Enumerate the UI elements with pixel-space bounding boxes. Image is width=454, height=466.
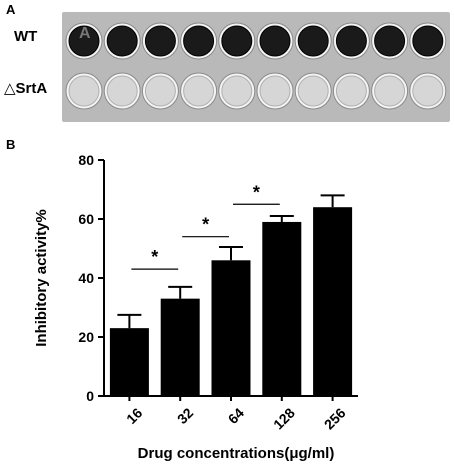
y-tick-label: 20 <box>78 329 94 345</box>
well-wt-10 <box>412 25 444 57</box>
well-srta-1 <box>68 75 100 107</box>
bar-128 <box>262 221 302 396</box>
well-wt-3 <box>144 25 176 57</box>
bar-chart: 0 20 40 60 80 16 32 64 128 256 * * * Inhibitory activ… <box>0 140 454 466</box>
well-wt-9 <box>374 25 406 57</box>
y-tick-label: 60 <box>78 211 94 227</box>
well-marker-label: A <box>79 25 91 42</box>
well-wt-8 <box>335 25 367 57</box>
well-srta-9 <box>374 75 406 107</box>
x-axis-title: Drug concentrations(μg/ml) <box>138 445 335 462</box>
well-srta-6 <box>259 75 291 107</box>
x-tick-label: 32 <box>174 405 196 427</box>
bar-256 <box>313 207 353 396</box>
bar-16 <box>109 328 149 396</box>
row-label-srta: △SrtA <box>4 80 48 97</box>
panel-a-label: A <box>6 2 16 17</box>
well-srta-8 <box>335 75 367 107</box>
x-tick-label: 16 <box>123 405 145 427</box>
well-srta-10 <box>412 75 444 107</box>
y-axis-title: Inhibitory activity% <box>33 209 50 347</box>
well-wt-7 <box>297 25 329 57</box>
well-srta-4 <box>183 75 215 107</box>
x-tick-label: 128 <box>270 405 298 433</box>
well-wt-1 <box>68 25 100 57</box>
significance-star-3: * <box>253 182 260 202</box>
well-wt-2 <box>106 25 138 57</box>
well-srta-2 <box>106 75 138 107</box>
bar-32 <box>160 298 200 396</box>
well-wt-4 <box>183 25 215 57</box>
bar-64 <box>211 260 251 396</box>
row-label-wt: WT <box>14 28 38 45</box>
panel-b-label: B <box>6 137 16 152</box>
well-srta-3 <box>144 75 176 107</box>
y-tick-label: 0 <box>86 388 94 404</box>
significance-star-2: * <box>202 215 209 235</box>
x-tick-label: 256 <box>321 405 349 433</box>
x-tick-label: 64 <box>225 405 247 427</box>
well-wt-6 <box>259 25 291 57</box>
significance-star-1: * <box>151 247 158 267</box>
well-srta-5 <box>221 75 253 107</box>
well-wt-5 <box>221 25 253 57</box>
y-tick-label: 40 <box>78 270 94 286</box>
well-plate-photo: A <box>62 12 450 122</box>
well-srta-7 <box>297 75 329 107</box>
y-tick-label: 80 <box>78 152 94 168</box>
